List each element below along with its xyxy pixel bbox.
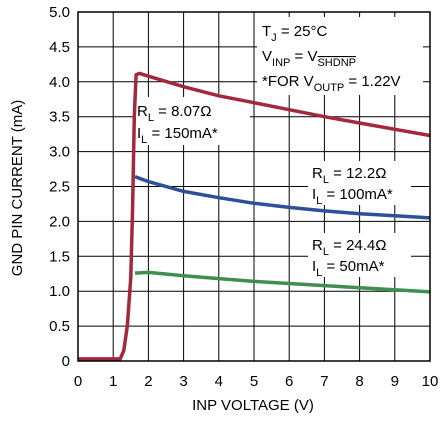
series-2-label-i: IL = 100mA* xyxy=(312,186,393,207)
y-tick-label: 1.0 xyxy=(49,283,70,300)
series-3-label-r: RL = 24.4Ω xyxy=(312,237,386,258)
x-tick-label: 2 xyxy=(144,373,152,390)
plot-frame xyxy=(77,11,431,362)
x-tick-label: 6 xyxy=(285,373,293,390)
conditions-label-bg xyxy=(257,17,423,95)
series-1-label-i: IL = 150mA* xyxy=(137,125,218,146)
x-tick-label: 1 xyxy=(109,373,117,390)
x-tick-label: 8 xyxy=(355,373,363,390)
x-tick-label: 3 xyxy=(179,373,187,390)
tick-labels: 0 1 2 3 4 5 6 7 8 9 10 0 0.5 1.0 1.5 2.0 2.5 3.0 3.5 4.0 4.5… xyxy=(49,4,438,390)
series-1-label-r: RL = 8.07Ω xyxy=(137,103,211,124)
series-3-label-bg xyxy=(308,233,411,277)
x-axis-title: INP VOLTAGE (V) xyxy=(192,397,314,414)
condition-vinp: VINP = VSHDNP xyxy=(262,48,356,69)
y-tick-label: 4.0 xyxy=(49,74,70,91)
x-tick-label: 4 xyxy=(215,373,223,390)
series-3-line xyxy=(134,270,431,294)
series-3-label-i: IL = 50mA* xyxy=(312,258,385,279)
series-2-line xyxy=(134,175,431,220)
x-tick-label: 0 xyxy=(74,373,82,390)
y-tick-label: 3.0 xyxy=(49,144,70,161)
x-tick-label: 7 xyxy=(320,373,328,390)
series-2-label-r: RL = 12.2Ω xyxy=(312,165,386,186)
y-tick-label: 3.5 xyxy=(49,109,70,126)
y-axis-title: GND PIN CURRENT (mA) xyxy=(9,100,26,276)
y-tick-label: 0 xyxy=(62,353,70,370)
series-lines xyxy=(78,71,431,361)
condition-tj: TJ = 25°C xyxy=(262,23,327,44)
series-1-label-bg xyxy=(134,97,250,145)
y-tick-label: 5.0 xyxy=(49,4,70,21)
condition-note: *FOR VOUTP = 1.22V xyxy=(262,73,401,94)
x-tick-label: 5 xyxy=(250,373,258,390)
y-tick-label: 2.5 xyxy=(49,179,70,196)
x-tick-label: 9 xyxy=(391,373,399,390)
y-tick-label: 1.5 xyxy=(49,248,70,265)
y-tick-label: 4.5 xyxy=(49,39,70,56)
series-2-label-bg xyxy=(308,161,411,205)
series-1-line xyxy=(78,71,431,361)
y-tick-label: 2.0 xyxy=(49,213,70,230)
y-tick-label: 0.5 xyxy=(49,318,70,335)
x-tick-label: 10 xyxy=(422,373,439,390)
